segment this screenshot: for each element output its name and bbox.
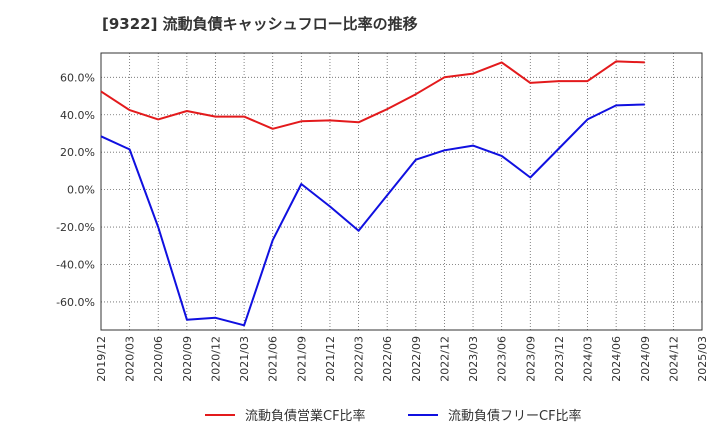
- x-tick-label: 2021/09: [295, 336, 308, 382]
- series-line-2: [100, 103, 645, 327]
- y-tick-label: 0.0%: [67, 184, 95, 197]
- x-tick-label: 2024/12: [667, 336, 680, 382]
- x-tick-label: 2023/03: [467, 336, 480, 382]
- x-tick-label: 2020/09: [181, 336, 194, 382]
- x-tick-label: 2021/12: [324, 336, 337, 382]
- x-tick-label: 2024/09: [639, 336, 652, 382]
- legend-label-1: 流動負債営業CF比率: [245, 408, 366, 424]
- x-tick-label: 2019/12: [95, 336, 108, 382]
- x-tick-label: 2022/06: [381, 336, 394, 382]
- x-tick-label: 2022/09: [410, 336, 423, 382]
- plot-area: [101, 53, 702, 330]
- x-tick-label: 2020/06: [152, 336, 165, 382]
- y-tick-label: -20.0%: [56, 221, 95, 234]
- chart-title: [9322] 流動負債キャッシュフロー比率の推移: [102, 15, 418, 33]
- y-tick-label: 60.0%: [60, 71, 95, 84]
- x-tick-label: 2023/09: [524, 336, 537, 382]
- y-tick-label: -40.0%: [56, 258, 95, 271]
- y-tick-label: -60.0%: [56, 296, 95, 309]
- x-tick-label: 2025/03: [696, 336, 709, 382]
- x-tick-label: 2023/12: [553, 336, 566, 382]
- series-line-1: [100, 60, 645, 130]
- legend-label-2: 流動負債フリーCF比率: [448, 408, 582, 424]
- x-tick-label: 2024/03: [582, 336, 595, 382]
- x-tick-label: 2022/03: [353, 336, 366, 382]
- x-tick-label: 2024/06: [610, 336, 623, 382]
- x-tick-label: 2023/06: [496, 336, 509, 382]
- x-tick-label: 2021/06: [267, 336, 280, 382]
- y-tick-label: 40.0%: [60, 109, 95, 122]
- x-tick-label: 2020/03: [124, 336, 137, 382]
- y-tick-label: 20.0%: [60, 146, 95, 159]
- plot-border: [100, 52, 703, 331]
- x-tick-label: 2021/03: [238, 336, 251, 382]
- x-tick-label: 2022/12: [438, 336, 451, 382]
- x-tick-label: 2020/12: [209, 336, 222, 382]
